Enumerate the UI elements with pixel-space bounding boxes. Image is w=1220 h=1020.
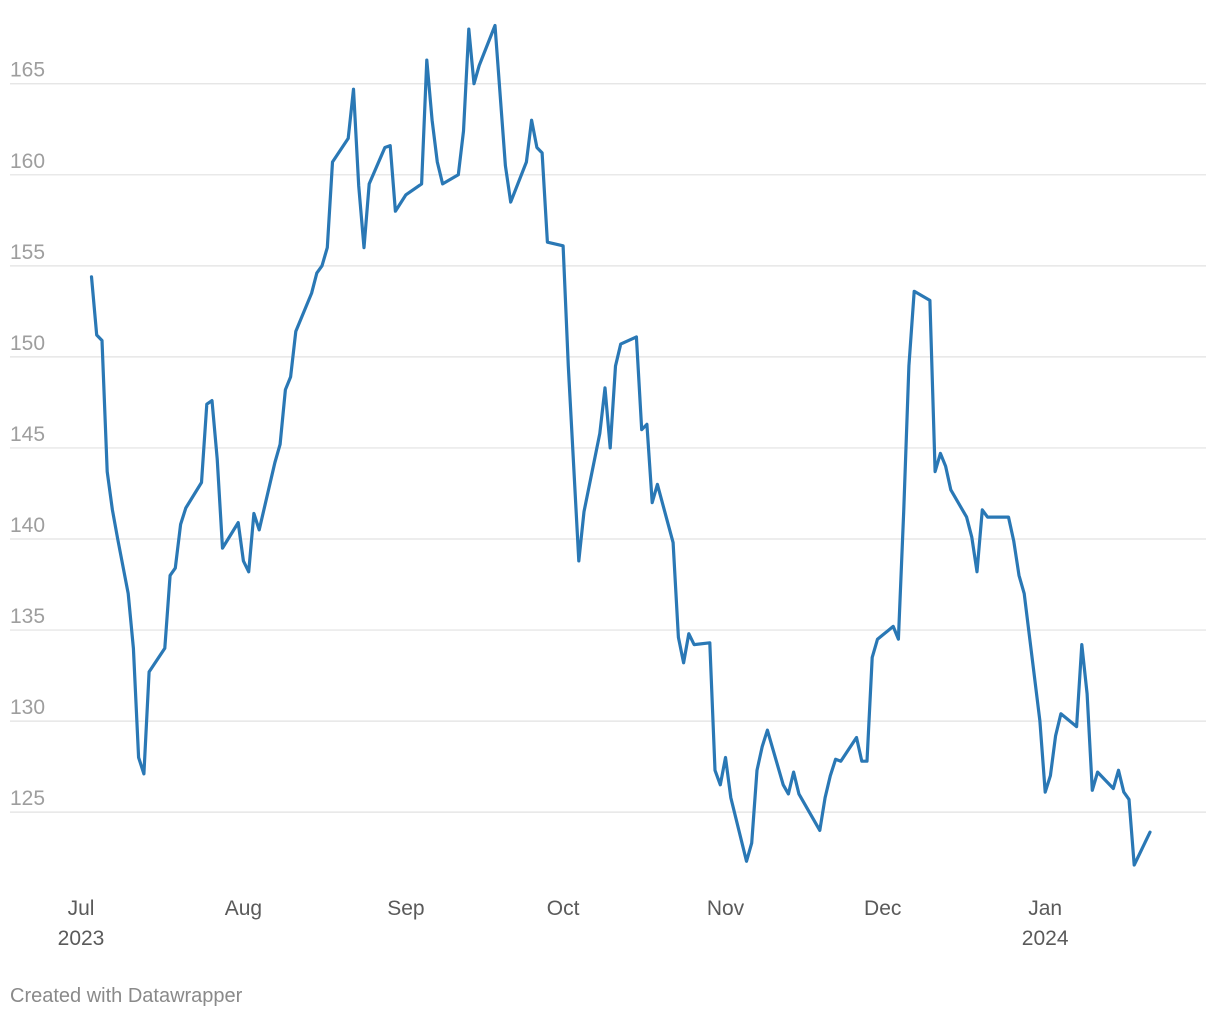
x-tick-year-2024: 2024: [1022, 927, 1069, 950]
y-tick-label-150: 150: [10, 332, 45, 355]
series-layer: [89, 23, 1152, 867]
y-tick-label-125: 125: [10, 787, 45, 810]
x-tick-label-sep: Sep: [387, 897, 424, 920]
series-line-price: [89, 23, 1152, 867]
x-tick-label-aug: Aug: [225, 897, 262, 920]
y-axis-tick-labels: 125 130 135 140 145 150 155 160 165: [10, 59, 45, 810]
x-tick-label-nov: Nov: [707, 897, 745, 920]
line-chart: 125 130 135 140 145 150 155 160 165 Jul 2023 Aug Se…: [10, 23, 1206, 950]
y-tick-label-135: 135: [10, 605, 45, 628]
y-tick-label-130: 130: [10, 696, 45, 719]
y-tick-label-165: 165: [10, 59, 45, 82]
gridlines: [10, 83, 1206, 813]
x-tick-label-dec: Dec: [864, 897, 901, 920]
y-tick-label-140: 140: [10, 514, 45, 537]
y-tick-label-155: 155: [10, 241, 45, 264]
y-tick-label-160: 160: [10, 150, 45, 173]
x-axis-tick-labels: Jul 2023 Aug Sep Oct Nov Dec Jan 2024: [58, 897, 1069, 950]
x-tick-label-jul: Jul: [68, 897, 95, 920]
x-tick-label-jan: Jan: [1028, 897, 1062, 920]
datawrapper-credit[interactable]: Created with Datawrapper: [10, 985, 243, 1007]
y-tick-label-145: 145: [10, 423, 45, 446]
x-tick-label-oct: Oct: [547, 897, 580, 920]
x-tick-year-2023: 2023: [58, 927, 105, 950]
